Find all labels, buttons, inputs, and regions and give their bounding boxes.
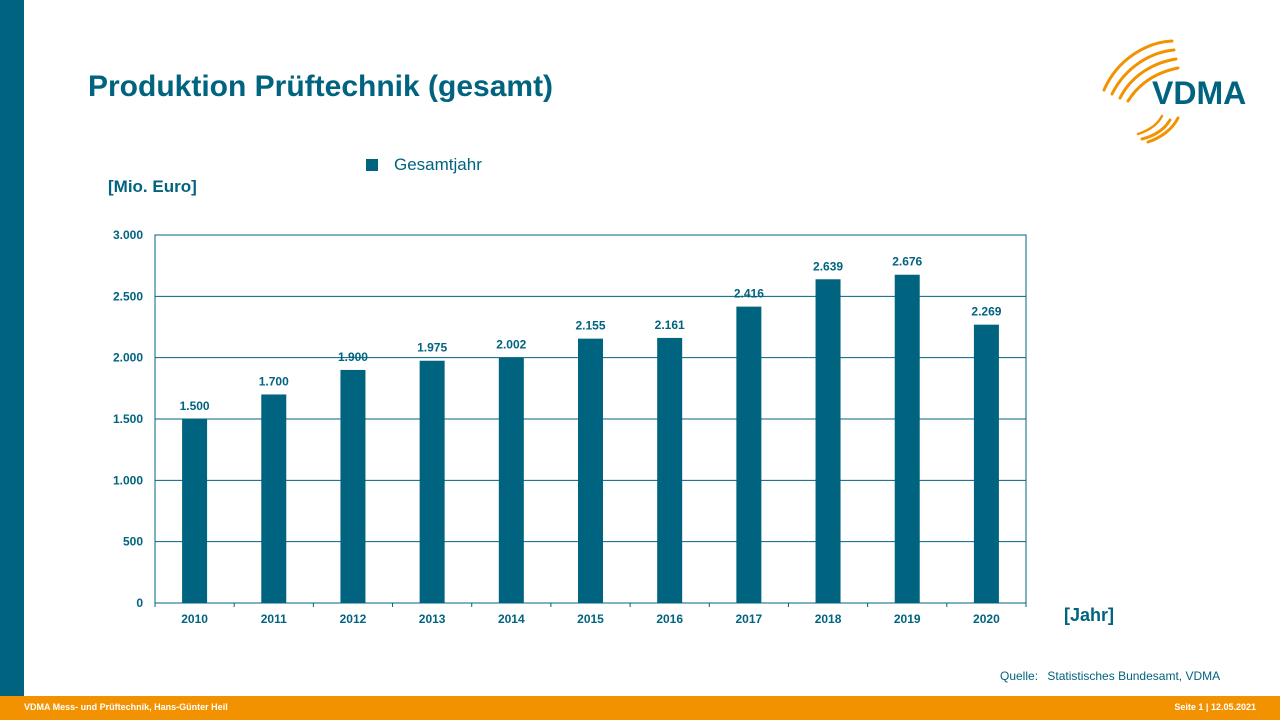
y-tick-label: 1.000 <box>113 473 143 487</box>
x-tick-label: 2018 <box>815 612 842 626</box>
footer-page-date: Seite 1 | 12.05.2021 <box>1174 702 1256 712</box>
data-label: 2.161 <box>655 318 685 332</box>
x-tick-label: 2019 <box>894 612 921 626</box>
bar <box>261 394 287 603</box>
data-label: 2.002 <box>496 337 526 351</box>
x-tick-label: 2020 <box>973 612 1000 626</box>
x-tick-label: 2016 <box>656 612 683 626</box>
page-title: Produktion Prüftechnik (gesamt) <box>88 70 554 103</box>
bar <box>578 338 603 603</box>
source-note: Quelle: Statistisches Bundesamt, VDMA <box>1000 669 1220 683</box>
footer-author: VDMA Mess- und Prüftechnik, Hans-Günter … <box>24 702 228 712</box>
vdma-logo-text: VDMA <box>1152 75 1246 111</box>
bar <box>973 324 999 603</box>
data-label: 1.900 <box>338 350 368 364</box>
y-tick-label: 2.000 <box>113 351 143 365</box>
x-axis-unit: [Jahr] <box>1064 605 1115 625</box>
chart-legend: Gesamtjahr <box>366 155 482 175</box>
bar <box>657 337 683 603</box>
y-axis-unit: [Mio. Euro] <box>108 177 197 196</box>
y-tick-label: 500 <box>123 535 143 549</box>
x-tick-label: 2017 <box>736 612 763 626</box>
data-label: 2.155 <box>575 319 605 333</box>
y-tick-label: 3.000 <box>113 228 143 242</box>
legend-swatch <box>366 159 378 171</box>
data-label: 1.700 <box>259 374 289 388</box>
bar <box>498 357 524 603</box>
y-tick-label: 1.500 <box>113 412 143 426</box>
x-tick-label: 2012 <box>340 612 367 626</box>
vdma-logo-swoosh-icon <box>1102 39 1180 144</box>
data-label: 2.269 <box>971 305 1001 319</box>
source-label: Quelle: <box>1000 669 1039 683</box>
footer-bar: VDMA Mess- und Prüftechnik, Hans-Günter … <box>0 696 1280 720</box>
data-label: 2.639 <box>813 259 843 273</box>
y-tick-label: 2.500 <box>113 289 143 303</box>
data-label: 2.676 <box>892 255 922 269</box>
bar <box>182 419 208 603</box>
data-label: 1.500 <box>180 399 210 413</box>
bar <box>419 360 445 603</box>
x-tick-label: 2010 <box>181 612 208 626</box>
bar <box>815 279 841 603</box>
x-tick-label: 2015 <box>577 612 604 626</box>
x-tick-label: 2011 <box>261 612 287 626</box>
y-tick-label: 0 <box>136 596 143 610</box>
bar <box>736 306 762 603</box>
bar <box>340 369 366 603</box>
x-tick-label: 2013 <box>419 612 446 626</box>
source-value: Statistisches Bundesamt, VDMA <box>1047 669 1221 683</box>
data-label: 2.416 <box>734 287 764 301</box>
x-tick-label: 2014 <box>498 612 525 626</box>
left-accent-bar <box>0 0 24 720</box>
vdma-logo: VDMA <box>1102 39 1246 144</box>
legend-label: Gesamtjahr <box>394 155 482 174</box>
data-label: 1.975 <box>417 341 447 355</box>
bar <box>894 274 920 603</box>
